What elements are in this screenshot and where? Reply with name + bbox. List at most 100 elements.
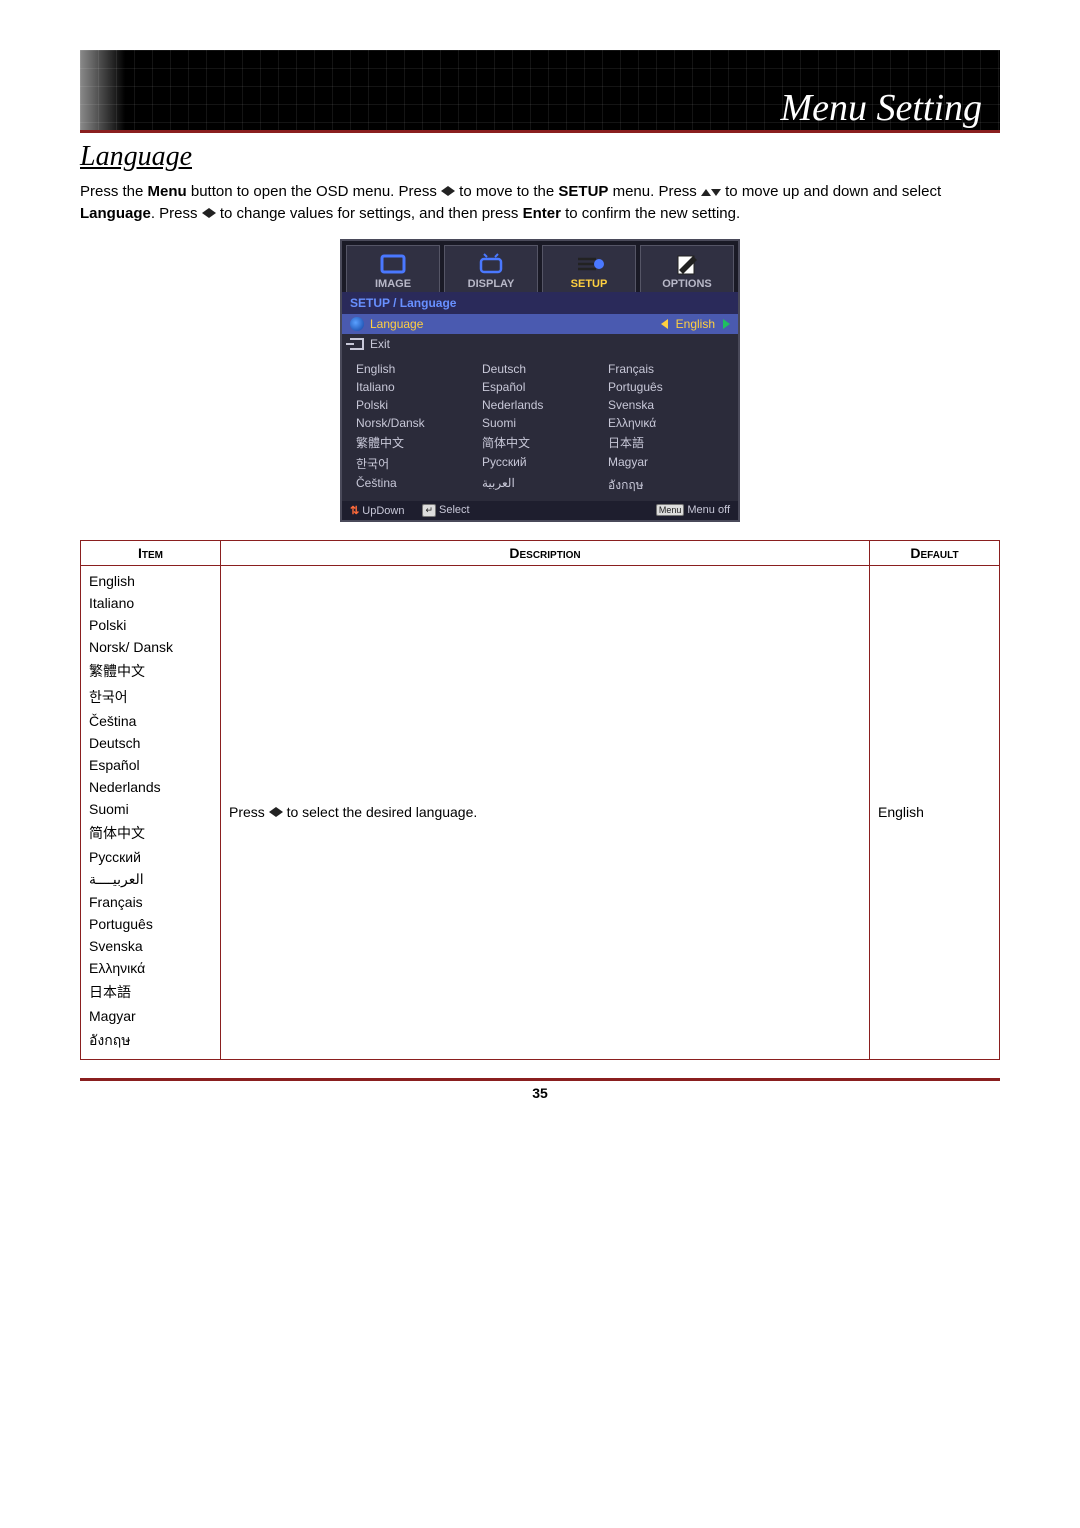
image-tab-icon bbox=[347, 250, 439, 278]
item-list-entry: 日本語 bbox=[89, 979, 212, 1005]
osd-lang-option[interactable]: Italiano bbox=[356, 380, 476, 394]
tab-display[interactable]: DISPLAY bbox=[444, 245, 538, 292]
instr-seg: to move up and down and select bbox=[721, 183, 941, 200]
instr-bold: Menu bbox=[148, 183, 187, 200]
tab-image[interactable]: IMAGE bbox=[346, 245, 440, 292]
th-description: Description bbox=[221, 540, 870, 565]
osd-lang-option[interactable]: Nederlands bbox=[482, 398, 602, 412]
osd-lang-option[interactable]: 한국어 bbox=[356, 455, 476, 472]
item-list-entry: Español bbox=[89, 754, 212, 776]
up-down-icon bbox=[701, 183, 721, 200]
osd-language-row[interactable]: Language English bbox=[342, 314, 738, 334]
instr-seg: menu. Press bbox=[608, 183, 701, 200]
osd-lang-option[interactable]: Français bbox=[608, 362, 728, 376]
tab-label: SETUP bbox=[543, 278, 635, 290]
left-right-icon bbox=[441, 183, 455, 200]
instr-bold: Enter bbox=[523, 205, 561, 222]
header-title: Menu Setting bbox=[780, 86, 982, 130]
tab-label: IMAGE bbox=[347, 278, 439, 290]
tab-label: DISPLAY bbox=[445, 278, 537, 290]
default-cell: English bbox=[870, 565, 1000, 1059]
item-list-entry: Italiano bbox=[89, 592, 212, 614]
osd-lang-option[interactable]: Español bbox=[482, 380, 602, 394]
instr-bold: Language bbox=[80, 205, 151, 222]
th-item: Item bbox=[81, 540, 221, 565]
osd-lang-option[interactable]: Norsk/Dansk bbox=[356, 416, 476, 430]
instr-seg: to change values for settings, and then … bbox=[216, 205, 523, 222]
item-list-entry: Svenska bbox=[89, 935, 212, 957]
item-list-entry: العربيــــة bbox=[89, 868, 212, 891]
item-list-entry: Nederlands bbox=[89, 776, 212, 798]
display-tab-icon bbox=[445, 250, 537, 278]
updown-icon: ⇅ bbox=[350, 505, 359, 517]
osd-lang-option[interactable]: العربية bbox=[482, 476, 602, 495]
osd-lang-option[interactable]: อังกฤษ bbox=[608, 476, 728, 495]
osd-lang-option[interactable]: Polski bbox=[356, 398, 476, 412]
instr-seg: button to open the OSD menu. Press bbox=[187, 183, 441, 200]
item-list-entry: 한국어 bbox=[89, 684, 212, 710]
osd-lang-option[interactable]: Ελληνικά bbox=[608, 416, 728, 430]
item-list-entry: Deutsch bbox=[89, 732, 212, 754]
setup-tab-icon bbox=[543, 250, 635, 278]
osd-lang-option[interactable]: Русский bbox=[482, 455, 602, 472]
osd-lang-option[interactable]: English bbox=[356, 362, 476, 376]
osd-language-grid: English Deutsch Français Italiano Español Por… bbox=[342, 354, 738, 501]
item-list-entry: Čeština bbox=[89, 710, 212, 732]
osd-lang-option[interactable]: Čeština bbox=[356, 476, 476, 495]
item-list-entry: Português bbox=[89, 913, 212, 935]
instr-seg: . Press bbox=[151, 205, 202, 222]
item-list-entry: Norsk/ Dansk bbox=[89, 636, 212, 658]
instr-seg: to move to the bbox=[455, 183, 558, 200]
osd-exit-row[interactable]: Exit bbox=[342, 334, 738, 354]
row-label-text: Exit bbox=[370, 337, 390, 351]
globe-icon bbox=[350, 317, 364, 331]
osd-lang-option[interactable]: Deutsch bbox=[482, 362, 602, 376]
osd-lang-option[interactable]: Svenska bbox=[608, 398, 728, 412]
arrow-left-icon[interactable] bbox=[661, 319, 668, 329]
footer-menuoff: Menu off bbox=[687, 504, 730, 516]
enter-key-icon: ↵ bbox=[422, 504, 436, 517]
instr-bold: SETUP bbox=[558, 183, 608, 200]
left-right-icon bbox=[269, 804, 283, 820]
osd-lang-option[interactable]: Suomi bbox=[482, 416, 602, 430]
item-list-entry: 简体中文 bbox=[89, 820, 212, 846]
header-band: Menu Setting bbox=[80, 50, 1000, 130]
item-list-entry: อังกฤษ bbox=[89, 1027, 212, 1055]
arrow-right-icon[interactable] bbox=[723, 319, 730, 329]
item-list-entry: Suomi bbox=[89, 798, 212, 820]
osd-screenshot: IMAGE DISPLAY SETUP OPTIONS SET bbox=[340, 239, 740, 522]
left-right-icon bbox=[202, 205, 216, 222]
desc-prefix: Press bbox=[229, 804, 269, 820]
item-list-entry: Français bbox=[89, 891, 212, 913]
instr-seg: Press the bbox=[80, 183, 148, 200]
exit-icon bbox=[350, 338, 364, 350]
row-value-text: English bbox=[676, 317, 715, 331]
options-tab-icon bbox=[641, 250, 733, 278]
tab-options[interactable]: OPTIONS bbox=[640, 245, 734, 292]
tab-label: OPTIONS bbox=[641, 278, 733, 290]
page-number: 35 bbox=[80, 1085, 1000, 1101]
osd-footer: ⇅ UpDown ↵Select MenuMenu off bbox=[342, 501, 738, 520]
osd-lang-option[interactable]: 繁體中文 bbox=[356, 434, 476, 451]
footer-rule bbox=[80, 1078, 1000, 1081]
description-cell: Press to select the desired language. bbox=[221, 565, 870, 1059]
item-list-entry: English bbox=[89, 570, 212, 592]
menu-key-icon: Menu bbox=[656, 504, 685, 516]
item-list-entry: Polski bbox=[89, 614, 212, 636]
footer-updown: UpDown bbox=[362, 505, 404, 517]
osd-breadcrumb: SETUP / Language bbox=[342, 292, 738, 314]
osd-lang-option[interactable]: Magyar bbox=[608, 455, 728, 472]
osd-lang-option[interactable]: 简体中文 bbox=[482, 434, 602, 451]
osd-tabs: IMAGE DISPLAY SETUP OPTIONS bbox=[342, 241, 738, 292]
header-underline bbox=[80, 130, 1000, 133]
instr-seg: to confirm the new setting. bbox=[561, 205, 740, 222]
item-list-entry: 繁體中文 bbox=[89, 658, 212, 684]
th-default: Default bbox=[870, 540, 1000, 565]
osd-lang-option[interactable]: Português bbox=[608, 380, 728, 394]
instruction-text: Press the Menu button to open the OSD me… bbox=[80, 181, 1000, 225]
item-list-entry: Ελληνικά bbox=[89, 957, 212, 979]
item-list-entry: Magyar bbox=[89, 1005, 212, 1027]
row-label-text: Language bbox=[370, 317, 423, 331]
osd-lang-option[interactable]: 日本語 bbox=[608, 434, 728, 451]
tab-setup[interactable]: SETUP bbox=[542, 245, 636, 292]
